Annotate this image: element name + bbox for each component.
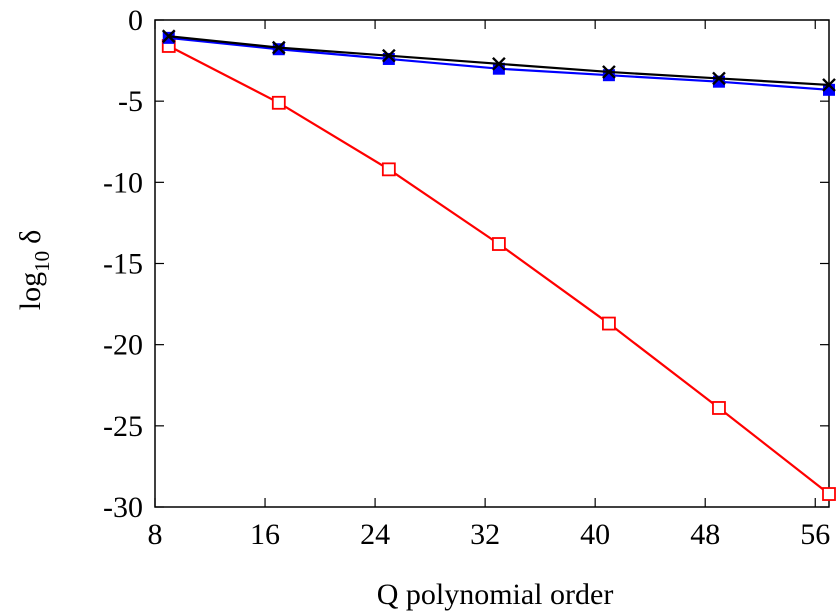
x-tick-label: 32 bbox=[470, 518, 500, 551]
y-tick-label: -15 bbox=[103, 248, 143, 281]
y-tick-label: -20 bbox=[103, 329, 143, 362]
y-axis-label-subscript: 10 bbox=[30, 251, 54, 272]
data-point bbox=[381, 48, 396, 63]
data-point bbox=[602, 316, 616, 331]
data-point bbox=[602, 65, 616, 79]
data-point bbox=[822, 487, 836, 501]
y-tick-label: 0 bbox=[128, 4, 143, 37]
y-tick-label: -25 bbox=[103, 410, 143, 443]
data-point bbox=[822, 78, 836, 92]
y-axis-label-main: log bbox=[14, 272, 47, 310]
plot-border bbox=[154, 19, 830, 508]
data-point bbox=[492, 56, 506, 71]
x-tick-label: 56 bbox=[800, 518, 830, 551]
x-tick-label: 8 bbox=[148, 518, 163, 551]
data-point bbox=[271, 40, 286, 55]
y-tick-label: -30 bbox=[103, 491, 143, 524]
series-2 bbox=[161, 39, 836, 501]
y-axis-ticks: 0 -5 -10 -15 -20 -25 -30 bbox=[103, 4, 829, 524]
series-layer bbox=[161, 29, 836, 501]
data-point bbox=[161, 29, 176, 44]
x-tick-label: 16 bbox=[250, 518, 280, 551]
x-tick-label: 48 bbox=[690, 518, 720, 551]
series-0 bbox=[161, 29, 836, 92]
x-axis-ticks: 8 16 24 32 40 48 56 bbox=[148, 20, 830, 551]
plot-frame bbox=[154, 19, 830, 508]
x-tick-label: 24 bbox=[360, 518, 390, 551]
y-axis-label-symbol: δ bbox=[14, 230, 47, 244]
y-tick-label: -5 bbox=[118, 85, 143, 118]
data-point bbox=[271, 95, 286, 110]
y-tick-label: -10 bbox=[103, 166, 143, 199]
y-axis-label: log10 δ bbox=[14, 230, 54, 310]
data-point bbox=[712, 401, 726, 415]
x-axis-label: Q polynomial order bbox=[377, 578, 614, 611]
data-point bbox=[381, 162, 396, 177]
data-point bbox=[602, 69, 615, 82]
data-point bbox=[712, 71, 726, 86]
data-point bbox=[382, 52, 395, 65]
data-point bbox=[712, 75, 725, 88]
series-line bbox=[168, 35, 830, 87]
x-tick-label: 40 bbox=[580, 518, 610, 551]
series-line bbox=[168, 44, 830, 495]
data-point bbox=[491, 237, 506, 251]
